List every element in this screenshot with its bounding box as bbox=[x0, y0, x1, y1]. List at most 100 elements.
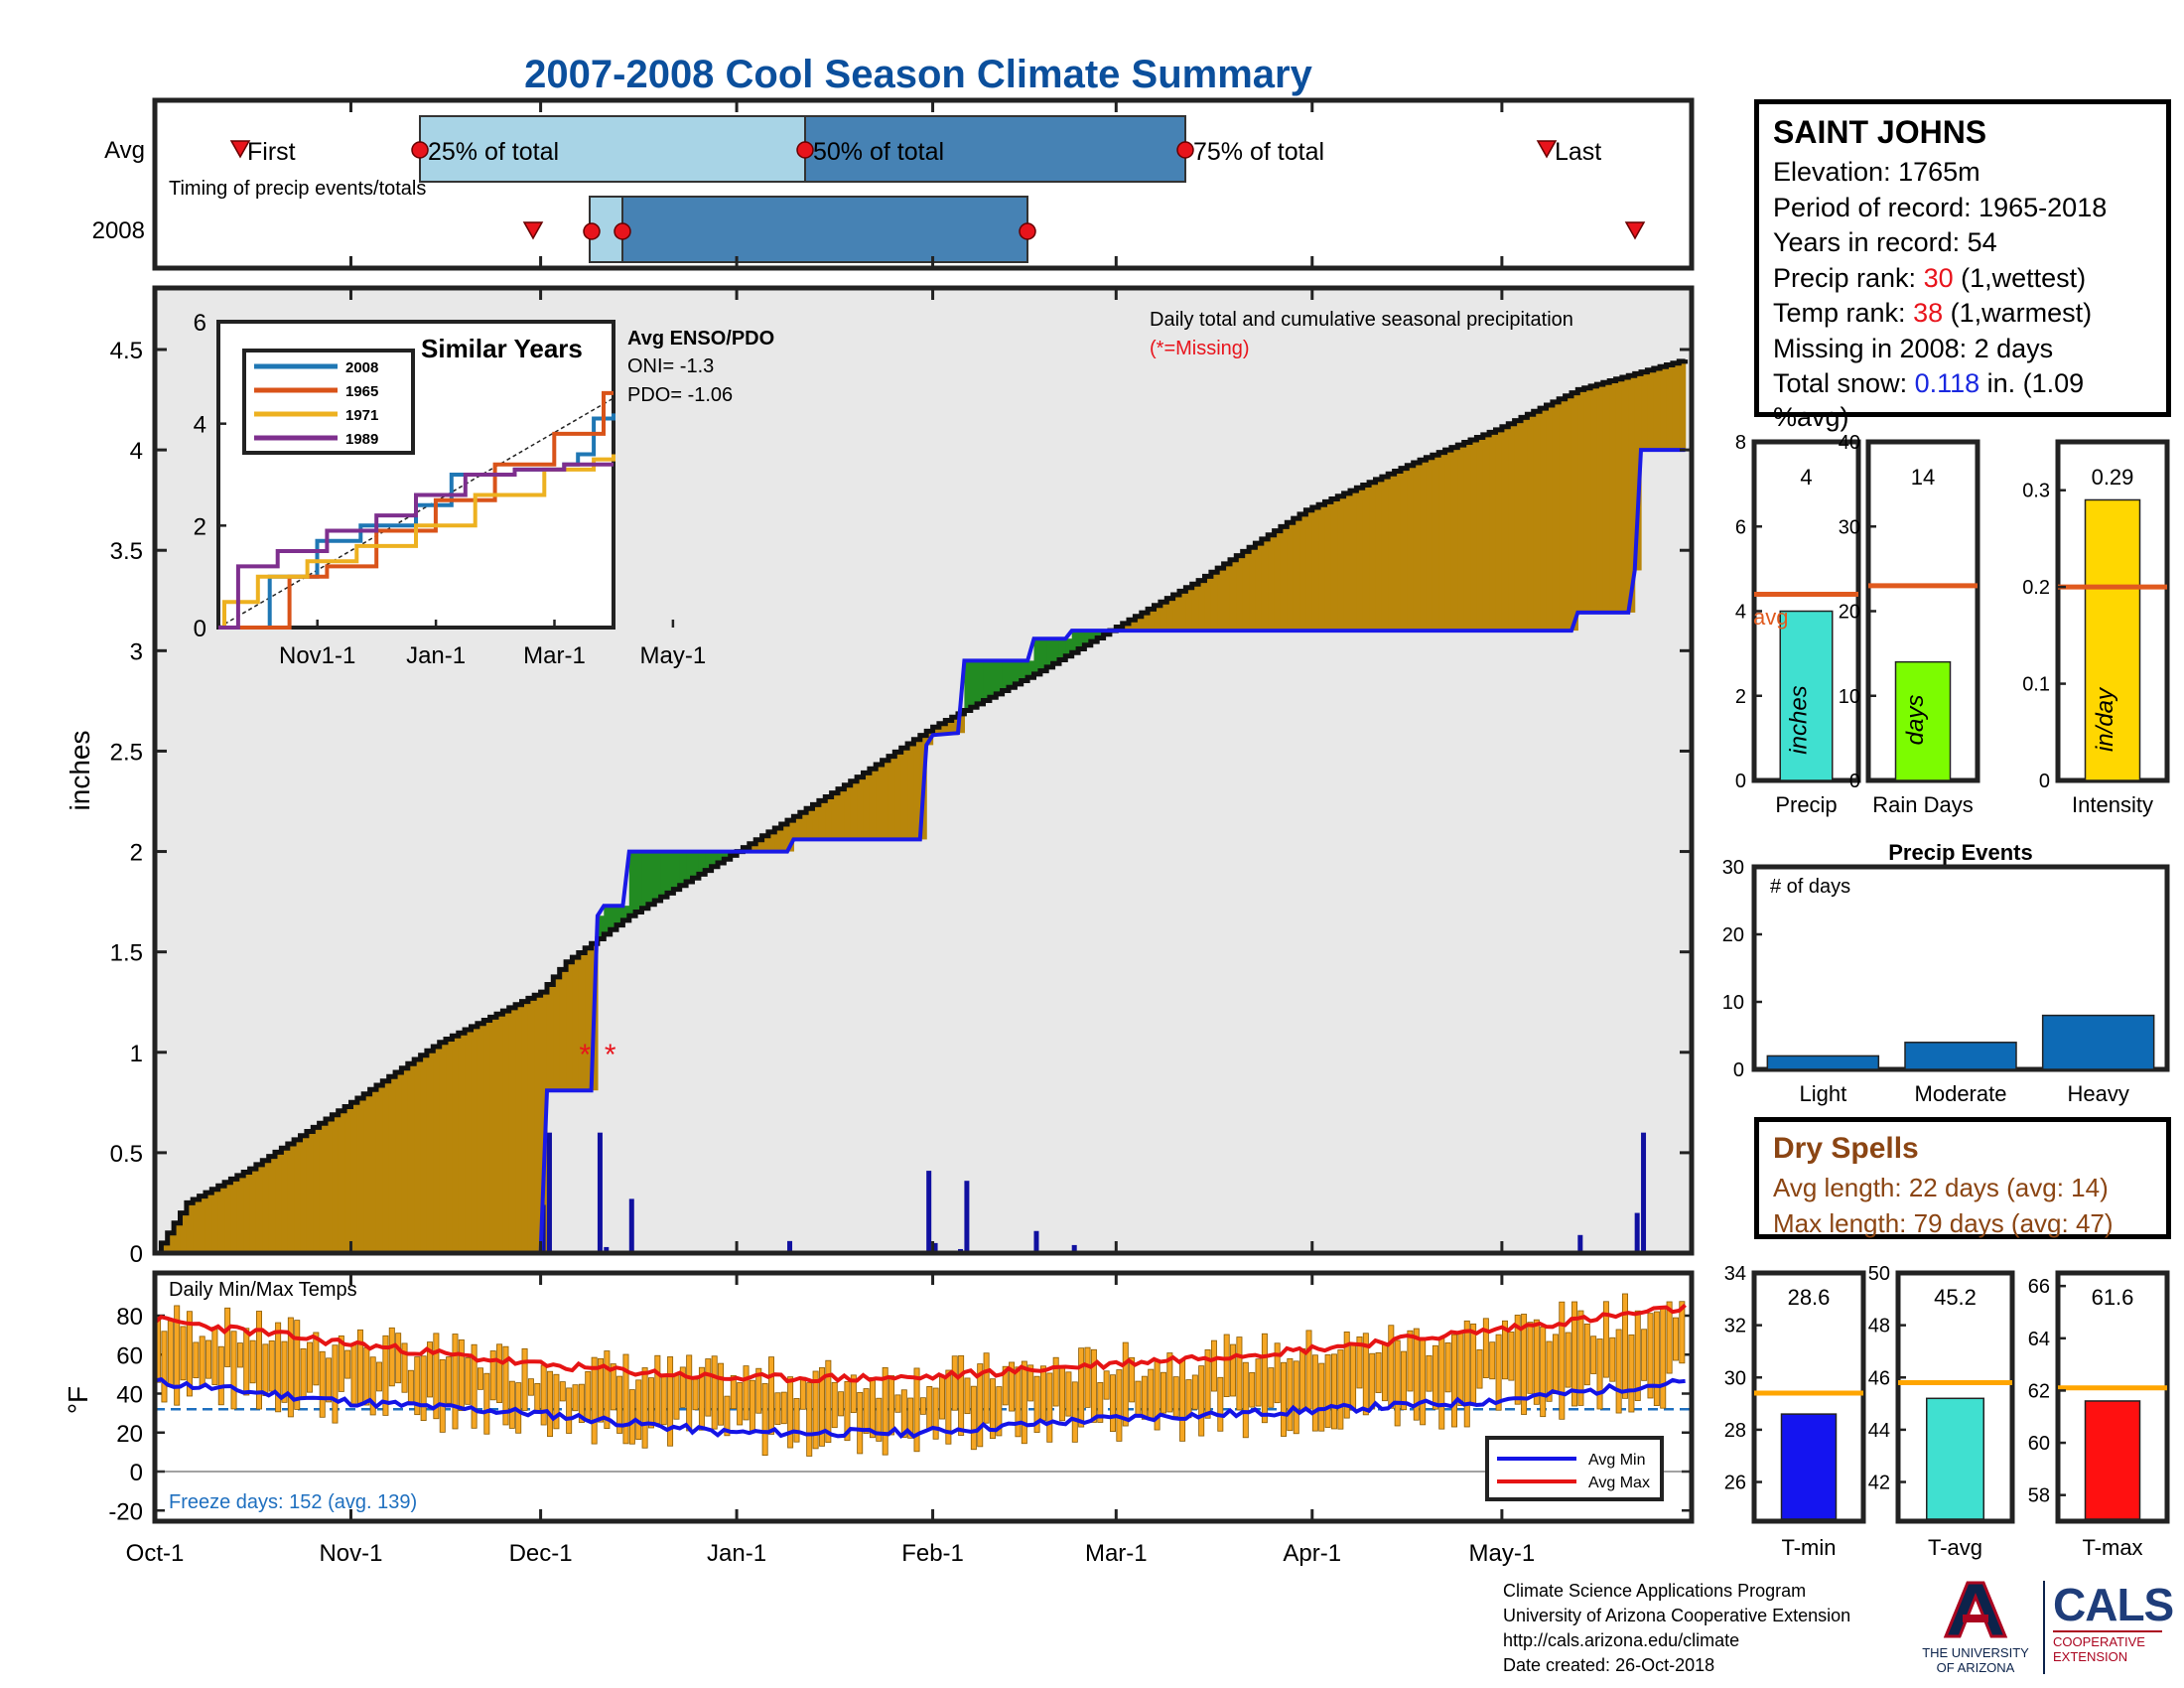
above-average-fill bbox=[1420, 460, 1428, 632]
tbar-ytick-label: 50 bbox=[1868, 1263, 1890, 1285]
daily-temp-bar bbox=[1463, 1320, 1470, 1428]
above-average-fill bbox=[1210, 572, 1218, 632]
above-average-fill bbox=[395, 1072, 403, 1253]
daily-temp-bar bbox=[1324, 1354, 1331, 1428]
below-average-fill bbox=[692, 851, 700, 879]
precip-avg-label: avg bbox=[1753, 605, 1788, 630]
daily-temp-bar bbox=[1185, 1379, 1192, 1419]
daily-temp-bar bbox=[692, 1378, 699, 1411]
above-average-fill bbox=[1495, 429, 1503, 632]
daily-temp-bar bbox=[1305, 1330, 1312, 1410]
side-ytick-label: 40 bbox=[1839, 432, 1860, 454]
above-average-fill bbox=[793, 816, 801, 840]
daily-temp-bar bbox=[1268, 1367, 1275, 1408]
above-average-fill bbox=[818, 800, 826, 840]
freeze-days: Freeze days: 152 (avg. 139) bbox=[169, 1491, 417, 1513]
daily-temp-bar bbox=[900, 1389, 907, 1439]
daily-temp-bar bbox=[1622, 1293, 1628, 1399]
above-average-fill bbox=[193, 1199, 201, 1253]
daily-temp-bar bbox=[193, 1341, 200, 1379]
temp-ylabel: °F bbox=[63, 1386, 93, 1414]
daily-temp-bar bbox=[686, 1354, 693, 1432]
daily-temp-bar bbox=[585, 1371, 592, 1420]
daily-temp-bar bbox=[913, 1367, 920, 1453]
below-average-fill bbox=[1084, 631, 1092, 645]
above-average-fill bbox=[585, 947, 593, 1091]
tbars-tmax-bar bbox=[2084, 1400, 2141, 1520]
daily-temp-bar bbox=[1230, 1343, 1237, 1397]
below-average-fill bbox=[679, 851, 687, 886]
above-average-fill bbox=[1438, 452, 1446, 632]
side-ytick-label: 0.2 bbox=[2022, 577, 2050, 599]
first-last-marker bbox=[1624, 221, 1646, 240]
main-ytick-label: 3 bbox=[130, 638, 143, 665]
temp-ytick-label: 20 bbox=[116, 1421, 143, 1448]
above-average-fill bbox=[559, 969, 567, 1091]
temp-legend: Avg Min Avg Max bbox=[1485, 1436, 1664, 1501]
above-average-fill bbox=[838, 788, 845, 840]
inset-series-1971 bbox=[218, 454, 615, 630]
daily-temp-bar bbox=[907, 1397, 914, 1439]
above-average-fill bbox=[578, 952, 586, 1091]
above-average-fill bbox=[1350, 491, 1357, 632]
daily-precip-bar bbox=[1033, 1230, 1039, 1253]
above-average-fill bbox=[211, 1189, 219, 1253]
daily-temp-bar bbox=[673, 1373, 680, 1420]
timing-panel: Avg 2008 Timing of precip events/totals … bbox=[92, 97, 1695, 271]
daily-temp-bar bbox=[793, 1398, 800, 1443]
daily-temp-bar bbox=[446, 1356, 453, 1404]
daily-temp-bar bbox=[477, 1367, 483, 1390]
above-average-fill bbox=[382, 1080, 390, 1253]
events-category-label: Moderate bbox=[1915, 1081, 2007, 1106]
above-average-fill bbox=[1198, 580, 1206, 632]
daily-temp-bar bbox=[1318, 1362, 1325, 1432]
above-average-fill bbox=[774, 827, 782, 852]
daily-temp-bar bbox=[1381, 1343, 1388, 1402]
inset-series-1989 bbox=[218, 462, 614, 630]
daily-temp-bar bbox=[926, 1386, 933, 1431]
above-average-fill bbox=[483, 1020, 491, 1253]
inset-ytick-label: 2 bbox=[194, 513, 206, 540]
tbar-ytick-label: 30 bbox=[1724, 1367, 1746, 1389]
daily-temp-bar bbox=[1438, 1337, 1445, 1430]
total-snow: Total snow: 0.118 in. (1.09 %avg) bbox=[1773, 368, 2085, 432]
daily-temp-bar bbox=[616, 1375, 623, 1434]
above-average-fill bbox=[439, 1042, 447, 1253]
side-ytick-label: 30 bbox=[1839, 516, 1860, 538]
above-average-fill bbox=[1527, 414, 1535, 632]
daily-temp-bar bbox=[660, 1376, 667, 1426]
daily-temp-bar bbox=[1166, 1352, 1173, 1413]
daily-temp-bar bbox=[1293, 1360, 1299, 1435]
below-average-fill bbox=[1097, 631, 1105, 638]
above-average-fill bbox=[1375, 479, 1383, 632]
main-panel: * * 0 0.5 1 1.5 2 2.5 3 3.5 4 4.5 inches Daily tot… bbox=[65, 285, 1695, 1268]
daily-temp-bar bbox=[1191, 1374, 1198, 1410]
above-average-fill bbox=[1122, 623, 1130, 632]
precip-rank: Precip rank: 30 (1,wettest) bbox=[1773, 262, 2087, 293]
daily-temp-bar bbox=[249, 1339, 256, 1384]
below-average-fill bbox=[667, 851, 674, 894]
daily-temp-bar bbox=[559, 1381, 566, 1402]
above-average-fill bbox=[471, 1026, 478, 1253]
above-average-fill bbox=[951, 717, 959, 736]
above-average-fill bbox=[546, 984, 554, 1091]
above-average-fill bbox=[1540, 408, 1548, 632]
daily-temp-bar bbox=[1135, 1380, 1142, 1417]
above-average-fill bbox=[1369, 482, 1377, 632]
tbar-ytick-label: 46 bbox=[1868, 1367, 1890, 1389]
quartile-marker bbox=[411, 141, 429, 159]
daily-temp-bar bbox=[964, 1377, 971, 1415]
daily-temp-bar bbox=[857, 1391, 864, 1455]
tbar-ytick-label: 58 bbox=[2028, 1485, 2050, 1507]
daily-temp-bar bbox=[1420, 1338, 1427, 1426]
above-average-fill bbox=[446, 1039, 454, 1253]
below-average-fill bbox=[1078, 631, 1086, 649]
quartile-marker bbox=[796, 141, 814, 159]
above-average-fill bbox=[1400, 468, 1408, 632]
daily-temp-bar bbox=[167, 1320, 174, 1387]
daily-temp-bar bbox=[1356, 1336, 1363, 1389]
above-average-fill bbox=[1217, 568, 1225, 632]
above-average-fill bbox=[767, 831, 775, 852]
daily-temp-bar bbox=[1002, 1365, 1009, 1406]
